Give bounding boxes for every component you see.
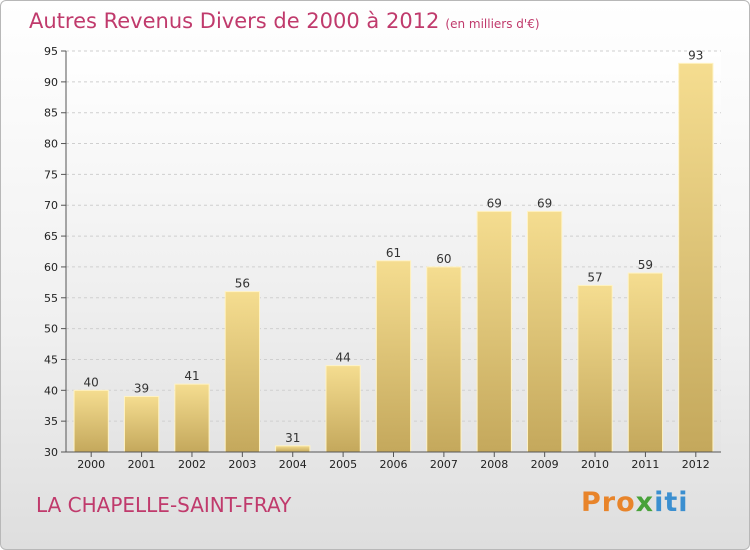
value-label-2004: 31: [285, 431, 300, 445]
x-tick-label: 2000: [77, 458, 105, 471]
y-tick-label: 70: [44, 199, 58, 212]
value-label-2003: 56: [235, 277, 250, 291]
bar-2005: [325, 365, 361, 453]
x-tick-label: 2006: [380, 458, 408, 471]
value-label-2011: 59: [638, 258, 653, 272]
bar-2007: [426, 266, 462, 453]
value-label-2006: 61: [386, 246, 401, 260]
y-tick-label: 60: [44, 261, 58, 274]
value-label-2005: 44: [335, 351, 350, 365]
value-label-2012: 93: [688, 48, 703, 62]
bar-2004: [275, 445, 311, 453]
bar-2003: [224, 291, 260, 453]
y-tick-label: 50: [44, 323, 58, 336]
bar-2000: [73, 389, 109, 453]
bar-2008: [476, 210, 512, 453]
bar-2006: [375, 260, 412, 453]
bar-2002: [174, 383, 210, 453]
x-tick-label: 2009: [531, 458, 559, 471]
bars: 40 39 41 56 31 44 61 60 69 69 57 59 93: [73, 48, 714, 453]
x-tick-label: 2003: [228, 458, 256, 471]
y-tick-label: 40: [44, 384, 58, 397]
y-tick-label: 90: [44, 76, 58, 89]
bar-2012: [678, 62, 714, 453]
value-label-2009: 69: [537, 196, 552, 210]
bar-2001: [123, 395, 160, 453]
x-axis: 2000 2001 2002 2003 2004 2005 2006 2007 2008 2009…: [66, 451, 721, 471]
y-tick-label: 75: [44, 168, 58, 181]
proxiti-logo: Proxiti: [581, 487, 689, 518]
chart-title: Autres Revenus Divers de 2000 à 2012 (en …: [29, 9, 540, 33]
x-tick-label: 2007: [430, 458, 458, 471]
y-axis: 30 35 40 45 50 55 60 65 70 75 80 85 90 95: [44, 45, 67, 459]
x-tick-label: 2005: [329, 458, 357, 471]
title-unit: (en milliers d'€): [445, 17, 540, 31]
place-name: LA CHAPELLE-SAINT-FRAY: [36, 493, 292, 517]
x-tick-label: 2004: [279, 458, 307, 471]
y-tick-label: 45: [44, 353, 58, 366]
value-label-2010: 57: [587, 270, 602, 284]
value-label-2001: 39: [134, 381, 149, 395]
value-label-2000: 40: [84, 375, 99, 389]
x-tick-label: 2011: [631, 458, 659, 471]
x-tick-label: 2012: [682, 458, 710, 471]
y-tick-label: 65: [44, 230, 58, 243]
y-tick-label: 85: [44, 107, 58, 120]
y-tick-label: 35: [44, 415, 58, 428]
x-tick-label: 2008: [480, 458, 508, 471]
y-tick-label: 55: [44, 292, 58, 305]
x-tick-label: 2001: [128, 458, 156, 471]
y-tick-label: 95: [44, 45, 58, 58]
y-tick-label: 80: [44, 138, 58, 151]
x-tick-label: 2002: [178, 458, 206, 471]
title-text: Autres Revenus Divers de 2000 à 2012: [29, 9, 440, 33]
value-label-2008: 69: [487, 196, 502, 210]
bar-2009: [527, 210, 563, 453]
bar-2010: [577, 284, 613, 453]
y-tick-label: 30: [44, 446, 58, 459]
x-tick-label: 2010: [581, 458, 609, 471]
bar-2011: [627, 272, 664, 453]
value-label-2002: 41: [184, 369, 199, 383]
value-label-2007: 60: [436, 252, 451, 266]
